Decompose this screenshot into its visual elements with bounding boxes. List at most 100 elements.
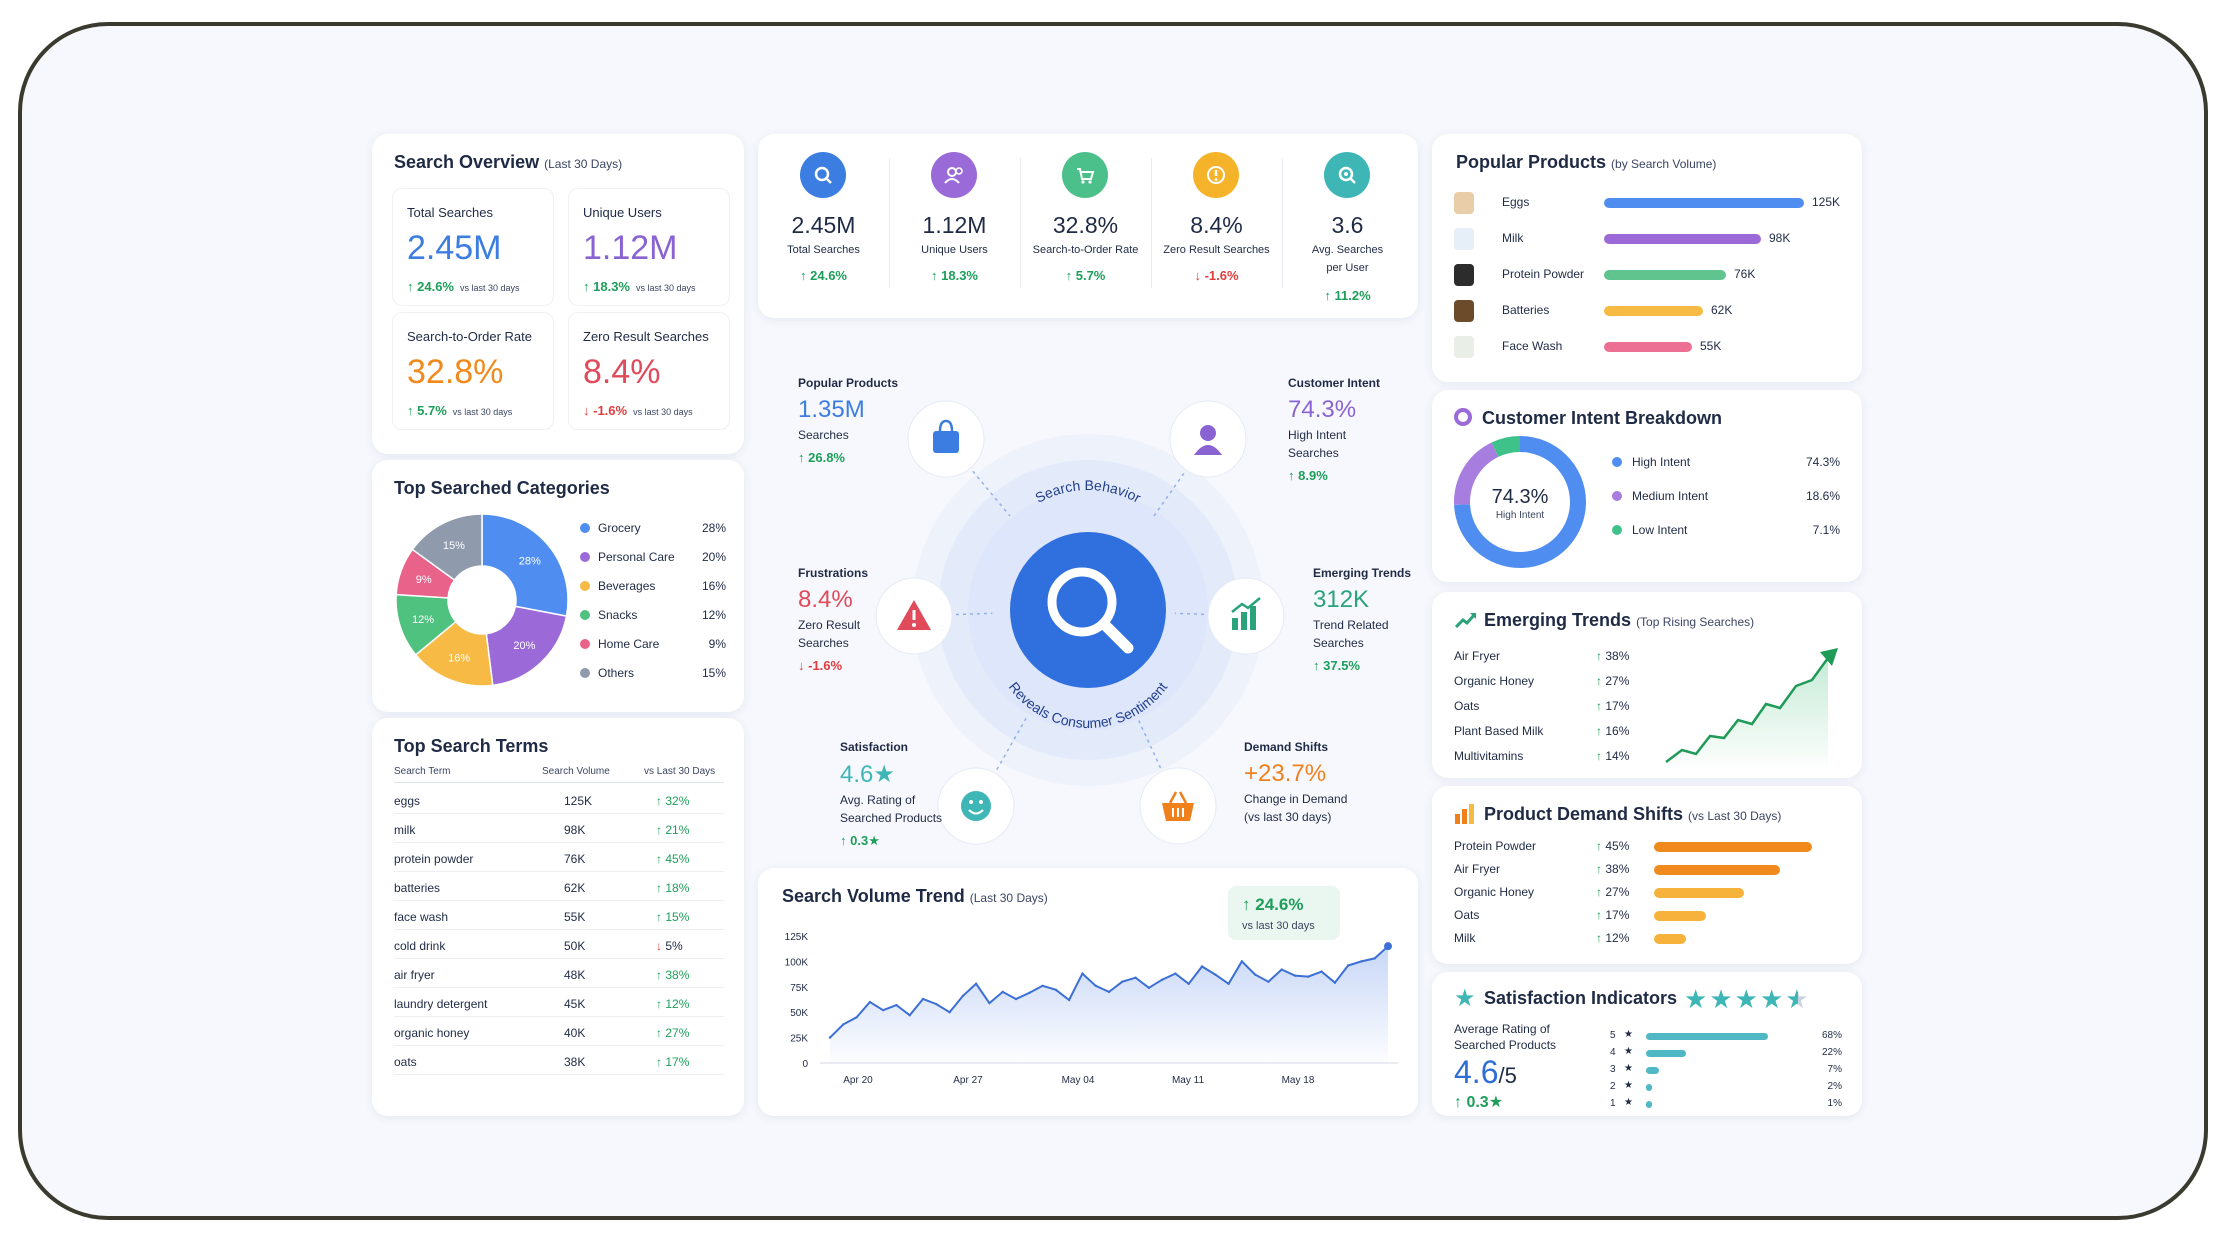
legend-label: Snacks bbox=[598, 608, 638, 622]
pie-slice-label: 20% bbox=[513, 640, 535, 652]
demand-shift-row[interactable]: Protein Powder ↑ 45% bbox=[1454, 838, 1844, 856]
hub-node-frustrations[interactable]: Frustrations 8.4% Zero Result Searches ↓ -1.… bbox=[798, 566, 948, 673]
product-value: 125K bbox=[1812, 195, 1841, 209]
table-row[interactable]: laundry detergent 45K ↑ 12% bbox=[394, 989, 724, 1017]
trend-point bbox=[1240, 960, 1244, 963]
trend-point bbox=[1360, 960, 1363, 963]
hub-node-satisfaction[interactable]: Satisfaction 4.6★ Avg. Rating of Searched P… bbox=[840, 740, 990, 849]
popular-product-row[interactable]: Batteries 62K bbox=[1454, 298, 1844, 324]
shopping-bag-icon bbox=[933, 419, 959, 453]
users-icon bbox=[931, 152, 977, 198]
intent-donut-chart bbox=[1454, 436, 1586, 568]
hub-node-customer-intent[interactable]: Customer Intent 74.3% High Intent Searches ↑… bbox=[1288, 376, 1438, 483]
demand-bar bbox=[1654, 911, 1706, 921]
volume-cell: 125K bbox=[564, 794, 593, 808]
hub-node-label: Change in Demand bbox=[1244, 792, 1348, 806]
hub-node-label-2: Searches bbox=[1288, 446, 1339, 460]
table-row[interactable]: eggs 125K ↑ 32% bbox=[394, 786, 724, 814]
change-cell: ↑ 12% bbox=[656, 997, 690, 1011]
sparkline bbox=[1665, 657, 1830, 763]
sat-label-2: Searched Products bbox=[1454, 1038, 1557, 1052]
trend-point bbox=[974, 982, 978, 985]
search-volume-area-chart: 0 25K 50K 75K 100K 125K Apr 20 Apr 27 May 04 May … bbox=[785, 932, 1398, 1086]
trend-point bbox=[1067, 998, 1071, 1002]
hub-node-title: Emerging Trends bbox=[1313, 566, 1412, 580]
hub-node-label-2: Searches bbox=[1313, 636, 1364, 650]
stat-change: ↑ 5.7% bbox=[1065, 268, 1106, 283]
hub-node-change: ↑ 37.5% bbox=[1313, 658, 1360, 673]
emerging-trend-row[interactable]: Multivitamins ↑ 14% bbox=[1454, 748, 1654, 766]
categories-title: Top Searched Categories bbox=[394, 478, 610, 498]
trend-name: Multivitamins bbox=[1454, 749, 1524, 763]
x-tick-label: Apr 20 bbox=[843, 1075, 873, 1086]
kpi-change: ↑ 18.3% vs last 30 days bbox=[583, 279, 696, 294]
term-cell: face wash bbox=[394, 910, 449, 924]
sat-value: 4.6/5 bbox=[1454, 1054, 1517, 1090]
legend-swatch bbox=[580, 668, 590, 678]
emerging-trend-row[interactable]: Oats ↑ 17% bbox=[1454, 698, 1654, 716]
hub-node-popular-products[interactable]: Popular Products 1.35M Searches ↑ 26.8% bbox=[798, 376, 948, 465]
star-icon: ★ bbox=[1624, 1046, 1633, 1057]
demand-shift-row[interactable]: Organic Honey ↑ 27% bbox=[1454, 884, 1844, 902]
trend-point bbox=[1094, 984, 1097, 987]
rating-pct: 2% bbox=[1827, 1081, 1842, 1092]
product-bar bbox=[1604, 270, 1726, 280]
table-row[interactable]: cold drink 50K ↓ 5% bbox=[394, 931, 724, 959]
trend-name: Air Fryer bbox=[1454, 649, 1500, 663]
hub-node-demand-shifts[interactable]: Demand Shifts +23.7% Change in Demand (vs l… bbox=[1244, 740, 1394, 824]
table-row[interactable]: batteries 62K ↑ 18% bbox=[394, 873, 724, 901]
popular-product-row[interactable]: Face Wash 55K bbox=[1454, 334, 1844, 360]
kpi-label: Zero Result Searches bbox=[583, 329, 709, 344]
star-icon: ★ bbox=[1624, 1063, 1633, 1074]
table-row[interactable]: face wash 55K ↑ 15% bbox=[394, 902, 724, 930]
trend-change: ↑ 17% bbox=[1596, 699, 1630, 713]
growth-chart-icon bbox=[1231, 597, 1261, 630]
hub-node-change: ↑ 8.9% bbox=[1288, 468, 1328, 483]
demand-shift-row[interactable]: Oats ↑ 17% bbox=[1454, 907, 1844, 925]
trend-point bbox=[1320, 970, 1323, 973]
popular-product-row[interactable]: Eggs 125K bbox=[1454, 190, 1844, 216]
legend-swatch bbox=[1612, 491, 1622, 501]
hub-node-emerging-trends[interactable]: Emerging Trends 312K Trend Related Searches… bbox=[1313, 566, 1463, 673]
legend-label: Beverages bbox=[598, 579, 656, 593]
satisfaction-title: Satisfaction Indicators bbox=[1484, 988, 1678, 1008]
volume-cell: 62K bbox=[564, 881, 586, 895]
kpi-value: 8.4% bbox=[583, 353, 661, 391]
emerging-trend-row[interactable]: Air Fryer ↑ 38% bbox=[1454, 648, 1654, 666]
emerging-trend-row[interactable]: Organic Honey ↑ 27% bbox=[1454, 673, 1654, 691]
rating-bar bbox=[1646, 1067, 1659, 1074]
emerging-trend-row[interactable]: Plant Based Milk ↑ 16% bbox=[1454, 723, 1654, 741]
stat-tile: 3.6 Avg. Searches per User ↑ 11.2% bbox=[1282, 134, 1413, 318]
trend-change: ↑ 38% bbox=[1596, 649, 1630, 663]
hub-node-title: Demand Shifts bbox=[1244, 740, 1329, 754]
trend-change: ↑ 24.6% bbox=[1242, 895, 1304, 914]
stat-value: 3.6 bbox=[1331, 212, 1364, 238]
hub-node-value: 1.35M bbox=[798, 396, 865, 423]
table-row[interactable]: oats 38K ↑ 17% bbox=[394, 1047, 724, 1075]
popular-products-card: Popular Products (by Search Volume) Eggs… bbox=[1432, 134, 1862, 382]
demand-shift-row[interactable]: Milk ↑ 12% bbox=[1454, 930, 1844, 948]
demand-shift-row[interactable]: Air Fryer ↑ 38% bbox=[1454, 861, 1844, 879]
popular-product-row[interactable]: Milk 98K bbox=[1454, 226, 1844, 252]
table-row[interactable]: organic honey 40K ↑ 27% bbox=[394, 1018, 724, 1046]
trend-point bbox=[868, 1000, 872, 1004]
popular-product-row[interactable]: Protein Powder 76K bbox=[1454, 262, 1844, 288]
kpi-tile: Unique Users 1.12M ↑ 18.3% vs last 30 days bbox=[568, 188, 730, 306]
product-name: Eggs bbox=[1502, 195, 1530, 209]
table-row[interactable]: milk 98K ↑ 21% bbox=[394, 815, 724, 843]
legend-label: High Intent bbox=[1632, 455, 1691, 469]
table-row[interactable]: protein powder 76K ↑ 45% bbox=[394, 844, 724, 872]
hub-node-title: Frustrations bbox=[798, 566, 869, 580]
smiley-icon bbox=[961, 791, 991, 821]
demand-name: Organic Honey bbox=[1454, 885, 1535, 899]
table-row[interactable]: air fryer 48K ↑ 38% bbox=[394, 960, 724, 988]
change-cell: ↑ 21% bbox=[656, 823, 690, 837]
change-cell: ↑ 27% bbox=[656, 1026, 690, 1040]
trend-point bbox=[1333, 981, 1337, 984]
stat-tile: 2.45M Total Searches ↑ 24.6% bbox=[758, 134, 889, 318]
product-name: Face Wash bbox=[1502, 339, 1563, 353]
term-cell: cold drink bbox=[394, 939, 446, 953]
category-legend-item: Others 15% bbox=[580, 665, 726, 683]
basket-icon bbox=[1162, 791, 1194, 821]
trend-point bbox=[1214, 973, 1217, 976]
